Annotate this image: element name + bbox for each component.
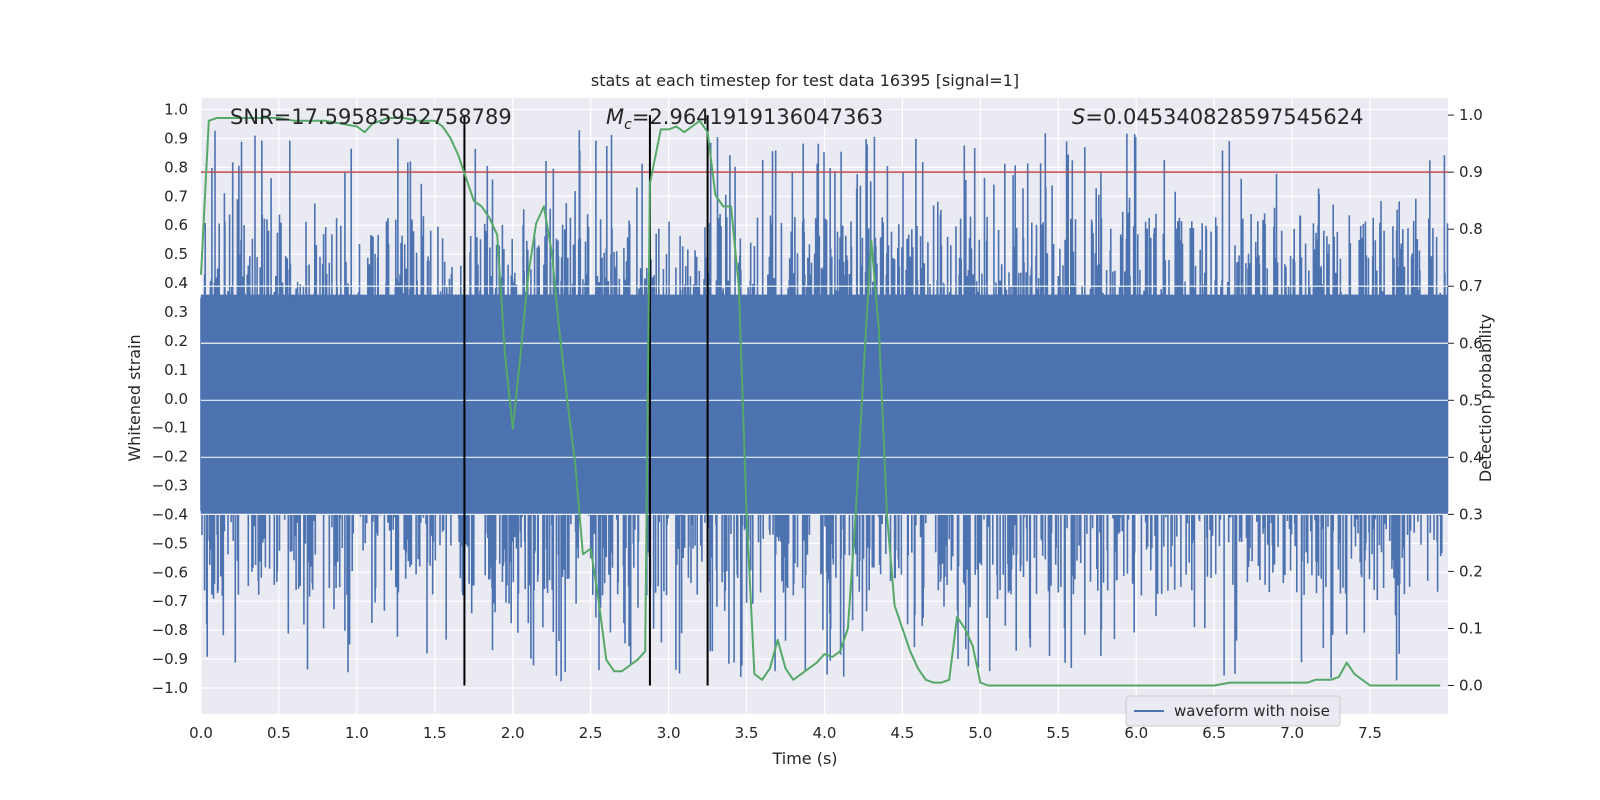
- s-value: =0.045340828597545624: [1085, 105, 1363, 129]
- chirp-mass-annotation: Mc=2.9641919136047363: [606, 105, 883, 133]
- legend: waveform with noise: [1125, 695, 1341, 727]
- y-left-tick-17: −0.7: [152, 592, 188, 610]
- s-symbol: S: [1072, 105, 1085, 129]
- y-left-tick-16: −0.6: [152, 563, 188, 581]
- y-right-tick-5: 0.5: [1459, 391, 1483, 409]
- y-left-tick-18: −0.8: [152, 621, 188, 639]
- legend-label: waveform with noise: [1174, 702, 1330, 720]
- mc-value: =2.9641919136047363: [632, 105, 883, 129]
- spin-annotation: S=0.045340828597545624: [1072, 105, 1363, 129]
- y-left-tick-10: 0.0: [164, 390, 188, 408]
- y-left-tick-4: 0.6: [164, 216, 188, 234]
- detection-probability-line: [200, 117, 1441, 687]
- y-right-tick-1: 0.9: [1459, 163, 1483, 181]
- x-tick-4: 2.0: [501, 724, 525, 742]
- y-left-tick-8: 0.2: [164, 332, 188, 350]
- x-tick-3: 1.5: [423, 724, 447, 742]
- y-right-tick-0: 1.0: [1459, 106, 1483, 124]
- x-tick-5: 2.5: [579, 724, 603, 742]
- y-left-tick-9: 0.1: [164, 361, 188, 379]
- x-tick-12: 6.0: [1124, 724, 1148, 742]
- y-left-tick-0: 1.0: [164, 101, 188, 119]
- x-tick-2: 1.0: [345, 724, 369, 742]
- y-left-tick-7: 0.3: [164, 303, 188, 321]
- x-tick-15: 7.5: [1358, 724, 1382, 742]
- y-right-tick-3: 0.7: [1459, 277, 1483, 295]
- y-right-tick-7: 0.3: [1459, 505, 1483, 523]
- y-left-tick-12: −0.2: [152, 448, 188, 466]
- y-left-tick-5: 0.5: [164, 245, 188, 263]
- waveform-upper: [200, 130, 1449, 399]
- y-axis-left-label: Whitened strain: [125, 334, 144, 461]
- y-axis-right-label: Detection probability: [1476, 314, 1495, 482]
- x-tick-10: 5.0: [968, 724, 992, 742]
- y-left-tick-6: 0.4: [164, 274, 188, 292]
- x-tick-9: 4.5: [891, 724, 915, 742]
- legend-box: [1125, 695, 1341, 727]
- y-left-tick-14: −0.4: [152, 505, 188, 523]
- y-right-tick-2: 0.8: [1459, 220, 1483, 238]
- y-left-tick-2: 0.8: [164, 158, 188, 176]
- x-tick-7: 3.5: [735, 724, 759, 742]
- waveform-series: [200, 130, 1449, 682]
- waveform-lower: [200, 398, 1449, 682]
- x-tick-14: 7.0: [1280, 724, 1304, 742]
- chart-title: stats at each timestep for test data 163…: [591, 71, 1019, 90]
- y-axis-right: 1.0 0.9 0.8 0.7 0.6 0.5 0.4 0.3 0.2 0.1 0.0: [1448, 106, 1483, 694]
- x-tick-11: 5.5: [1046, 724, 1070, 742]
- y-right-tick-4: 0.6: [1459, 334, 1483, 352]
- x-tick-8: 4.0: [813, 724, 837, 742]
- y-left-tick-15: −0.5: [152, 534, 188, 552]
- x-tick-6: 3.0: [657, 724, 681, 742]
- y-left-tick-19: −0.9: [152, 650, 188, 668]
- y-right-tick-6: 0.4: [1459, 448, 1483, 466]
- snr-annotation: SNR=17.59585952758789: [230, 105, 512, 129]
- x-tick-13: 6.5: [1202, 724, 1226, 742]
- y-left-tick-11: −0.1: [152, 419, 188, 437]
- y-right-tick-9: 0.1: [1459, 619, 1483, 637]
- x-tick-0: 0.0: [189, 724, 213, 742]
- x-axis: 0.0 0.5 1.0 1.5 2.0 2.5 3.0 3.5 4.0 4.5 5.0 5.5 6.0 6…: [189, 724, 1382, 742]
- y-left-tick-13: −0.3: [152, 477, 188, 495]
- x-tick-1: 0.5: [267, 724, 291, 742]
- y-axis-left: 1.0 0.9 0.8 0.7 0.6 0.5 0.4 0.3 0.2 0.1 0.0 −0.1 −0.…: [152, 101, 188, 697]
- y-right-tick-10: 0.0: [1459, 676, 1483, 694]
- x-axis-label: Time (s): [771, 749, 837, 768]
- y-left-tick-3: 0.7: [164, 187, 188, 205]
- y-left-tick-1: 0.9: [164, 129, 188, 147]
- mc-symbol: M: [606, 105, 624, 129]
- y-right-tick-8: 0.2: [1459, 562, 1483, 580]
- mc-subscript: c: [624, 117, 632, 133]
- probability-group: [200, 117, 1441, 687]
- y-left-tick-20: −1.0: [152, 679, 188, 697]
